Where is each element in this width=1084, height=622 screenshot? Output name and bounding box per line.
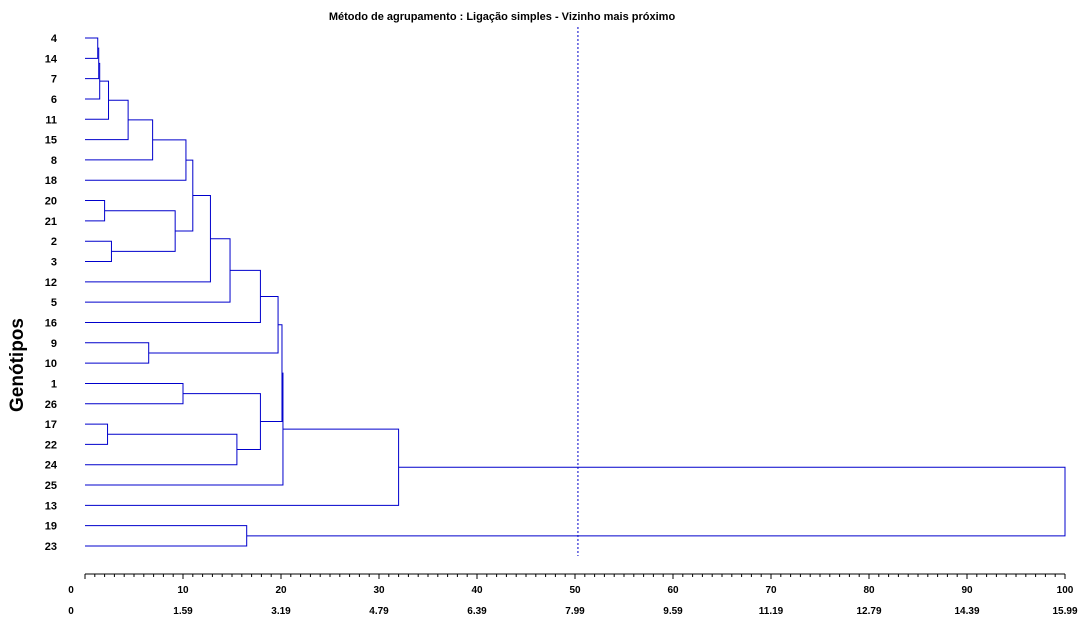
dendrogram-links bbox=[85, 37, 1066, 547]
leaf-label: 10 bbox=[45, 358, 57, 370]
dendrogram-link bbox=[85, 240, 112, 263]
leaf-label: 18 bbox=[45, 175, 57, 187]
leaf-label: 2 bbox=[51, 236, 57, 248]
leaf-label: 8 bbox=[51, 155, 57, 167]
leaf-label: 9 bbox=[51, 338, 57, 350]
bottom-tick-label: 0 bbox=[68, 606, 74, 617]
leaf-label: 12 bbox=[45, 277, 57, 289]
top-tick-label: 100 bbox=[1057, 585, 1074, 596]
leaf-label: 7 bbox=[51, 74, 57, 86]
dendrogram-link bbox=[175, 159, 194, 232]
leaf-label: 21 bbox=[45, 216, 57, 228]
bottom-tick-label: 1.59 bbox=[173, 606, 193, 617]
leaf-label: 17 bbox=[45, 419, 57, 431]
bottom-tick-label: 11.19 bbox=[759, 606, 784, 617]
top-tick-label: 0 bbox=[68, 585, 74, 596]
top-tick-label: 40 bbox=[471, 585, 483, 596]
dendrogram-link bbox=[85, 47, 100, 80]
dendrogram-link bbox=[85, 80, 110, 120]
leaf-labels: 4147611158182021231251691012617222425131… bbox=[45, 33, 58, 553]
dendrogram-link bbox=[85, 200, 106, 222]
leaf-label: 26 bbox=[45, 399, 57, 411]
dendrogram-link bbox=[85, 372, 284, 486]
leaf-label: 6 bbox=[51, 94, 57, 106]
dendrogram-link bbox=[246, 466, 1066, 537]
dendrogram-link bbox=[85, 99, 129, 141]
dendrogram-link bbox=[85, 238, 231, 303]
leaf-label: 19 bbox=[45, 521, 57, 533]
dendrogram-link bbox=[148, 295, 279, 354]
leaf-label: 4 bbox=[51, 33, 58, 45]
top-tick-label: 10 bbox=[177, 585, 189, 596]
bottom-tick-label: 15.99 bbox=[1052, 606, 1077, 617]
dendrogram-link bbox=[85, 62, 101, 100]
top-tick-label: 20 bbox=[275, 585, 287, 596]
bottom-tick-label: 6.39 bbox=[467, 606, 487, 617]
dendrogram-link bbox=[104, 210, 176, 252]
leaf-label: 3 bbox=[51, 257, 57, 269]
leaf-label: 1 bbox=[51, 378, 57, 390]
leaf-label: 15 bbox=[45, 135, 57, 147]
leaf-label: 14 bbox=[45, 53, 58, 65]
dendrogram-link bbox=[85, 382, 184, 405]
dendrogram-link bbox=[85, 269, 261, 323]
dendrogram-link bbox=[85, 525, 248, 547]
leaf-label: 5 bbox=[51, 297, 57, 309]
leaf-label: 20 bbox=[45, 196, 57, 208]
dendrogram-link bbox=[183, 393, 261, 450]
dendrogram-link bbox=[85, 342, 150, 364]
bottom-tick-label: 9.59 bbox=[663, 606, 683, 617]
top-tick-label: 60 bbox=[667, 585, 679, 596]
leaf-label: 22 bbox=[45, 439, 57, 451]
dendrogram-link bbox=[85, 195, 211, 283]
chart-title: Método de agrupamento : Ligação simples … bbox=[329, 11, 676, 23]
dendrogram-link bbox=[85, 428, 400, 506]
bottom-tick-label: 14.39 bbox=[954, 606, 979, 617]
leaf-label: 25 bbox=[45, 480, 57, 492]
leaf-label: 11 bbox=[45, 114, 57, 126]
leaf-label: 24 bbox=[45, 460, 58, 472]
leaf-label: 23 bbox=[45, 541, 57, 553]
top-tick-label: 80 bbox=[863, 585, 875, 596]
leaf-label: 13 bbox=[45, 500, 57, 512]
top-tick-label: 90 bbox=[961, 585, 973, 596]
x-axis: 0 10 20 30 40 50 60 70 80 90 100 0 1.59 3.19 4.79 6.39 7… bbox=[68, 573, 1078, 617]
dendrogram-link bbox=[260, 324, 283, 423]
leaf-label: 16 bbox=[45, 317, 57, 329]
top-tick-label: 70 bbox=[765, 585, 777, 596]
top-tick-label: 30 bbox=[373, 585, 385, 596]
bottom-tick-label: 4.79 bbox=[369, 606, 389, 617]
bottom-tick-label: 7.99 bbox=[565, 606, 585, 617]
bottom-tick-label: 12.79 bbox=[856, 606, 881, 617]
bottom-tick-label: 3.19 bbox=[271, 606, 291, 617]
y-axis-label: Genótipos bbox=[7, 318, 28, 412]
dendrogram-link bbox=[85, 423, 109, 445]
dendrogram-link bbox=[85, 37, 99, 59]
top-tick-label: 50 bbox=[569, 585, 581, 596]
